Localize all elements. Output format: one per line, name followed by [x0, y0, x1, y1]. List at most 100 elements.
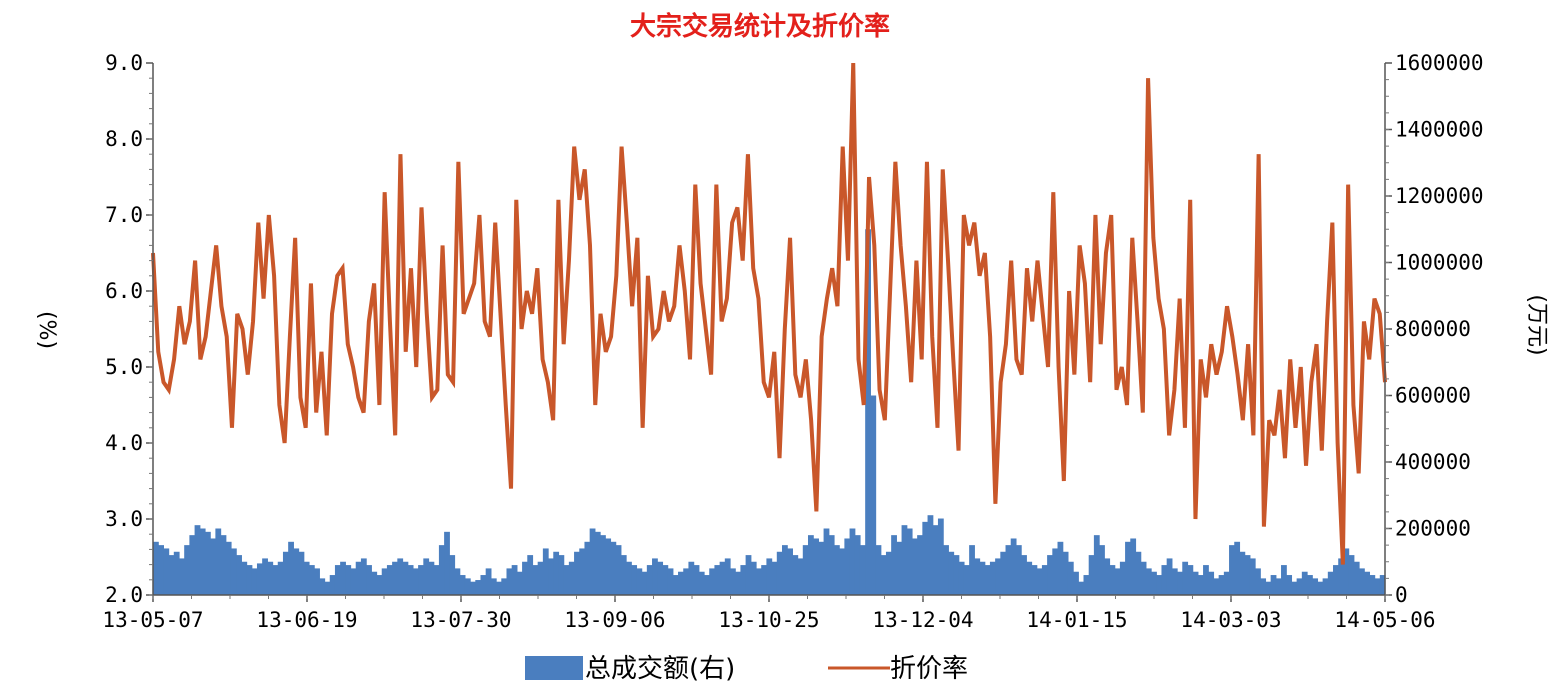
volume-bar [719, 561, 726, 595]
volume-bar [641, 571, 648, 595]
volume-bar [1171, 568, 1178, 595]
volume-bar [620, 555, 627, 595]
volume-bar [1151, 571, 1157, 595]
volume-bar [428, 561, 435, 595]
volume-bar [1197, 575, 1204, 595]
volume-bar [1296, 578, 1303, 596]
volume-bar [527, 555, 534, 595]
volume-bar [1353, 561, 1360, 595]
volume-bar [303, 561, 310, 595]
volume-bar [438, 545, 445, 596]
volume-bar [927, 515, 934, 595]
volume-bar [1109, 565, 1116, 595]
volume-bar [636, 568, 643, 595]
volume-bar [215, 528, 222, 595]
volume-bar [984, 565, 991, 595]
volume-bar [1130, 538, 1137, 595]
volume-bar [163, 548, 170, 595]
volume-bar [735, 571, 742, 595]
volume-bar [631, 565, 638, 595]
volume-bar [173, 551, 180, 595]
volume-bar [709, 568, 716, 595]
volume-bar [901, 525, 908, 595]
volume-bar [859, 545, 866, 596]
chart-title: 大宗交易统计及折价率 [630, 11, 890, 42]
volume-bar [548, 558, 554, 595]
volume-bar [1374, 578, 1381, 596]
volume-bar [298, 551, 305, 595]
volume-bar [969, 545, 975, 596]
volume-bar [563, 565, 570, 595]
volume-bar [579, 548, 586, 595]
volume-bar [1099, 545, 1105, 596]
volume-bar [880, 555, 887, 595]
volume-bar [974, 558, 981, 595]
volume-bar [1203, 565, 1209, 595]
volume-bar [995, 558, 1001, 595]
volume-bar [885, 551, 892, 595]
volume-bar [704, 575, 710, 595]
volume-bar [496, 581, 502, 595]
volume-bar [828, 535, 835, 595]
volume-bar [891, 535, 897, 595]
volume-bar [1078, 581, 1085, 595]
volume-bar [511, 565, 518, 595]
volume-bar [922, 521, 929, 595]
volume-bar [153, 541, 159, 595]
volume-bar [1343, 548, 1350, 595]
volume-bar [1145, 568, 1152, 595]
volume-bar [230, 548, 237, 595]
volume-bar [490, 578, 497, 596]
volume-bar [381, 568, 388, 595]
volume-bar [350, 568, 357, 595]
volume-bar [875, 545, 882, 596]
volume-bar [1015, 545, 1022, 596]
plot-area [151, 62, 1387, 596]
volume-bar [1301, 571, 1308, 595]
volume-bar [683, 568, 690, 595]
volume-bar [896, 541, 903, 595]
volume-bar [724, 558, 731, 595]
right-tick-label: 1600000 [1395, 51, 1484, 75]
volume-bar [288, 541, 294, 595]
volume-bar [1369, 575, 1376, 595]
volume-bar [1223, 571, 1230, 595]
volume-bar [516, 571, 523, 595]
volume-bar [189, 535, 196, 595]
volume-bar [652, 558, 658, 595]
volume-bar [854, 535, 861, 595]
volume-bar [1026, 561, 1033, 595]
volume-bar [355, 561, 362, 595]
volume-bar [1364, 571, 1371, 595]
volume-bar [797, 558, 804, 595]
volume-bar [220, 535, 227, 595]
volume-bar [1317, 581, 1324, 595]
left-axis-unit: (%) [34, 311, 59, 349]
volume-bar [1359, 568, 1365, 595]
volume-bar [833, 545, 840, 596]
volume-bar [1187, 565, 1194, 595]
right-tick-label: 200000 [1395, 517, 1471, 541]
axes: 2.0 3.0 4.0 5.0 6.0 7.0 8.0 9.0 0 200000 400000 600… [102, 51, 1483, 632]
volume-bar [745, 555, 752, 595]
left-tick-label: 9.0 [105, 51, 143, 75]
volume-bar [366, 565, 372, 595]
left-tick-label: 3.0 [105, 507, 143, 531]
volume-bar [158, 545, 164, 596]
x-tick-label: 14-05-06 [1334, 608, 1435, 632]
volume-bar [267, 561, 274, 595]
volume-bar [776, 551, 783, 595]
volume-bar [464, 578, 471, 596]
volume-bar [251, 568, 258, 595]
volume-bar [329, 575, 336, 595]
left-tick-label: 4.0 [105, 431, 143, 455]
right-tick-label: 400000 [1395, 450, 1471, 474]
volume-bar [506, 568, 513, 595]
volume-bar [1166, 558, 1173, 595]
volume-bar [750, 561, 757, 595]
volume-bar [1348, 555, 1355, 595]
volume-bar [542, 548, 549, 595]
volume-bar [756, 568, 762, 595]
volume-bar [376, 575, 383, 595]
volume-bar [1073, 571, 1079, 595]
